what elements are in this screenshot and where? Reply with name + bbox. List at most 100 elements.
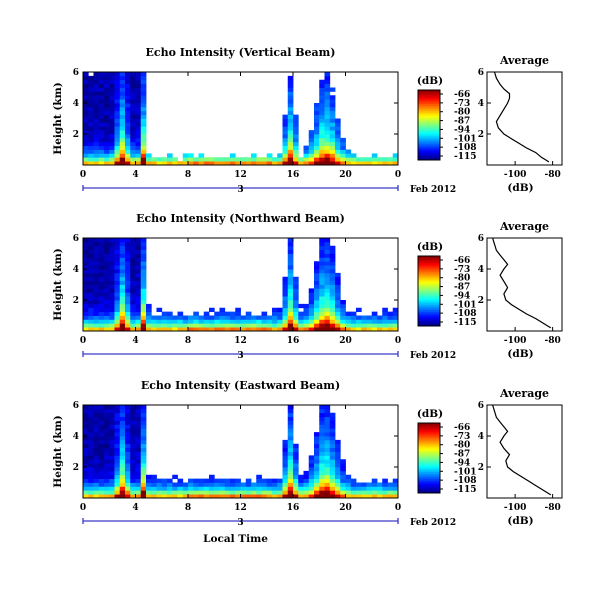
heatmap-cell — [119, 315, 126, 320]
heatmap-cell — [109, 494, 115, 499]
heatmap-cell — [314, 296, 320, 301]
heatmap-cell — [387, 494, 394, 499]
heatmap-cell — [340, 467, 346, 472]
heatmap-cell — [340, 300, 346, 305]
heatmap-cell — [209, 327, 215, 332]
heatmap-cell — [345, 157, 352, 162]
heatmap-cell — [104, 315, 110, 320]
heatmap-cell — [167, 478, 173, 483]
heatmap-cell — [119, 416, 126, 421]
heatmap-cell — [130, 103, 136, 108]
heatmap-cell — [219, 161, 226, 166]
heatmap-cell — [303, 149, 310, 154]
heatmap-cell — [88, 436, 94, 441]
heatmap-cell — [114, 303, 121, 309]
heatmap-cell — [88, 157, 94, 162]
heatmap-cell — [308, 494, 315, 499]
heatmap-cell — [319, 79, 325, 85]
heatmap-cell — [356, 327, 362, 332]
heatmap-cell — [193, 327, 199, 332]
heatmap-cell — [88, 490, 94, 495]
heatmap-cell — [214, 327, 220, 332]
profile-x-tick-label: -100 — [504, 336, 527, 346]
colorbar-segment — [418, 140, 440, 143]
heatmap-cell — [125, 99, 131, 104]
heatmap-cell — [282, 319, 289, 324]
heatmap-cell — [303, 157, 310, 162]
colorbar-tick-label: -80 — [454, 108, 470, 118]
heatmap-cell — [298, 490, 304, 495]
heatmap-cell — [314, 482, 320, 487]
heatmap-cell — [130, 459, 136, 464]
heatmap-cell — [125, 134, 131, 139]
heatmap-cell — [83, 436, 89, 441]
heatmap-cell — [125, 288, 131, 293]
heatmap-cell — [135, 424, 142, 429]
colorbar-segment — [418, 282, 440, 285]
colorbar-segment — [418, 461, 440, 464]
heatmap-cell — [83, 110, 89, 116]
heatmap-cell — [104, 319, 110, 324]
heatmap-cell — [287, 408, 294, 414]
heatmap-cell — [83, 412, 89, 418]
heatmap-cell — [98, 153, 105, 158]
heatmap-cell — [282, 276, 289, 282]
heatmap-cell — [340, 157, 346, 162]
heatmap-cell — [277, 153, 283, 158]
heatmap-cell — [93, 72, 100, 77]
heatmap-cell — [83, 439, 89, 445]
heatmap-cell — [319, 447, 325, 452]
heatmap-cell — [119, 149, 126, 154]
heatmap-cell — [119, 238, 126, 243]
heatmap-cell — [314, 114, 320, 119]
heatmap-cell — [293, 323, 299, 328]
heatmap-cell — [104, 428, 110, 433]
heatmap-cell — [109, 145, 115, 150]
heatmap-cell — [130, 110, 136, 116]
heatmap-cell — [83, 79, 89, 85]
heatmap-cell — [324, 157, 331, 162]
heatmap-cell — [119, 272, 126, 278]
heatmap-cell — [109, 276, 115, 282]
heatmap-cell — [119, 122, 126, 127]
heatmap-cell — [214, 319, 220, 324]
heatmap-cell — [83, 261, 89, 266]
heatmap-cell — [287, 478, 294, 483]
heatmap-cell — [114, 265, 121, 270]
heatmap-cell — [293, 455, 299, 460]
heatmap-cell — [287, 455, 294, 460]
heatmap-cell — [319, 323, 325, 328]
heatmap-cell — [135, 311, 142, 316]
heatmap-cell — [98, 436, 105, 441]
heatmap-cell — [151, 486, 157, 491]
heatmap-cell — [88, 408, 94, 414]
heatmap-cell — [151, 157, 157, 162]
heatmap-cell — [277, 307, 283, 313]
heatmap-cell — [83, 474, 89, 480]
heatmap-cell — [308, 157, 315, 162]
x-tick-label: 20 — [339, 503, 352, 513]
heatmap-cell — [114, 145, 121, 150]
heatmap-cell — [130, 478, 136, 483]
heatmap-cell — [366, 157, 373, 162]
heatmap-cell — [140, 432, 147, 437]
heatmap-cell — [256, 157, 262, 162]
heatmap-cell — [135, 490, 142, 495]
heatmap-cell — [261, 323, 268, 328]
heatmap-cell — [93, 424, 100, 429]
heatmap-cell — [324, 315, 331, 320]
heatmap-cell — [293, 130, 299, 135]
heatmap-cell — [193, 323, 199, 328]
heatmap-cell — [119, 463, 126, 468]
heatmap-cell — [230, 161, 236, 166]
heatmap-cell — [109, 428, 115, 433]
heatmap-cell — [172, 486, 178, 491]
heatmap-cell — [319, 130, 325, 135]
heatmap-cell — [98, 257, 105, 262]
heatmap-cell — [114, 95, 121, 100]
heatmap-cell — [125, 118, 131, 123]
heatmap-cell — [392, 315, 399, 320]
heatmap-cell — [104, 141, 110, 147]
heatmap-cell — [324, 114, 331, 119]
heatmap-cell — [98, 405, 105, 410]
